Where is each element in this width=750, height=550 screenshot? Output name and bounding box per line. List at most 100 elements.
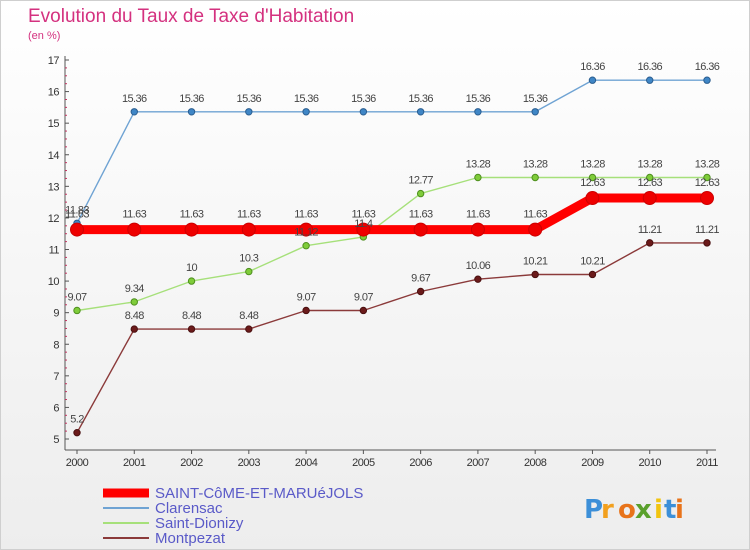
series-point-3 [531, 270, 539, 279]
data-label: 13.28 [695, 158, 720, 170]
series-point-3 [588, 270, 597, 279]
logo-letter: o [618, 495, 636, 525]
series-point-3 [187, 325, 196, 333]
data-label: 13.28 [523, 158, 548, 170]
data-label: 11.63 [122, 209, 146, 221]
data-label: 15.36 [237, 93, 262, 105]
x-tick-label: 2001 [123, 457, 146, 469]
series-point-2 [73, 306, 81, 315]
logo-letter: P [584, 495, 603, 525]
series-point-2 [474, 173, 482, 182]
series-point-2 [531, 173, 539, 182]
x-tick-label: 2000 [66, 457, 89, 469]
series-point-0 [70, 222, 84, 237]
series-point-1 [130, 108, 138, 116]
data-label: 13.28 [637, 158, 662, 170]
data-label: 10.21 [580, 255, 605, 267]
y-tick-label: 8 [53, 339, 59, 351]
data-label: 9.34 [125, 283, 144, 295]
data-label: 11.63 [466, 209, 490, 221]
series-point-1 [359, 108, 368, 116]
legend-label: SAINT-CôME-ET-MARUéJOLS [155, 485, 363, 502]
x-tick-label: 2003 [238, 457, 261, 469]
data-label: 11.4 [354, 218, 373, 230]
data-label: 8.48 [239, 310, 258, 322]
data-label: 5.2 [70, 414, 84, 426]
series-point-1 [703, 76, 711, 84]
data-label: 13.28 [466, 158, 491, 170]
series-point-1 [474, 108, 482, 116]
data-label: 12.77 [408, 175, 433, 187]
series-point-0 [127, 222, 142, 237]
y-tick-label: 17 [48, 55, 60, 67]
series-point-1 [646, 76, 654, 84]
series-point-3 [130, 325, 138, 333]
series-point-2 [302, 242, 310, 250]
series-point-3 [302, 306, 310, 315]
data-label: 9.07 [297, 291, 316, 303]
data-label: 9.07 [354, 291, 373, 303]
data-label: 16.36 [695, 61, 720, 73]
data-label: 10.3 [239, 253, 258, 265]
data-label: 11.63 [352, 209, 376, 221]
logo-letter: x [635, 495, 652, 525]
data-label: 9.67 [411, 273, 430, 285]
y-tick-label: 6 [53, 402, 59, 414]
data-label: 11.63 [65, 209, 89, 221]
legend-label: Montpezat [155, 530, 226, 547]
y-tick-label: 5 [53, 434, 59, 446]
y-tick-label: 15 [48, 118, 60, 130]
series-point-2 [703, 173, 711, 182]
data-label: 11.21 [695, 224, 719, 236]
x-tick-label: 2009 [581, 457, 604, 469]
series-point-2 [588, 173, 597, 182]
x-tick-label: 2010 [638, 457, 661, 469]
series-point-0 [299, 222, 314, 237]
data-label: 11.63 [523, 209, 547, 221]
series-point-0 [642, 191, 657, 206]
logo-letter: t [664, 495, 676, 525]
series-point-2 [245, 267, 253, 276]
series-point-0 [470, 222, 485, 237]
y-tick-label: 11 [49, 245, 60, 257]
series-point-1 [416, 108, 425, 116]
series-point-2 [130, 298, 138, 306]
legend-label: Clarensac [155, 500, 223, 517]
series-line-2 [76, 176, 707, 312]
series-point-1 [302, 108, 310, 116]
series-point-1 [187, 108, 196, 116]
data-label: 11.83 [65, 204, 89, 216]
series-point-0 [528, 222, 543, 237]
data-label: 11.21 [638, 224, 662, 236]
x-tick-label: 2002 [180, 457, 203, 469]
data-label: 15.36 [122, 93, 147, 105]
x-tick-label: 2011 [696, 457, 718, 469]
series-point-3 [703, 239, 711, 247]
data-label: 16.36 [580, 61, 605, 73]
data-label: 13.28 [580, 158, 605, 170]
y-tick-label: 16 [48, 87, 60, 99]
chart-title: Evolution du Taux de Taxe d'Habitation [28, 6, 355, 27]
data-label: 11.63 [180, 209, 204, 221]
data-label: 10.06 [466, 260, 491, 272]
data-label: 11.12 [294, 227, 318, 239]
data-label: 8.48 [125, 310, 144, 322]
series-point-0 [585, 191, 600, 206]
x-tick-label: 2006 [409, 457, 432, 469]
series-line-3 [76, 242, 707, 434]
series-point-1 [245, 108, 253, 116]
data-label: 9.07 [67, 291, 86, 303]
series-point-1 [531, 108, 539, 116]
series-point-0 [184, 222, 199, 237]
series-point-1 [588, 76, 597, 84]
logo-letter: i [654, 495, 663, 525]
y-tick-label: 7 [53, 371, 59, 383]
series-point-0 [356, 222, 371, 237]
data-label: 11.63 [409, 209, 433, 221]
data-label: 12.63 [637, 177, 662, 189]
data-label: 11.63 [294, 209, 318, 221]
chart-subtitle: (en %) [28, 30, 61, 42]
series-line-0 [77, 193, 707, 235]
